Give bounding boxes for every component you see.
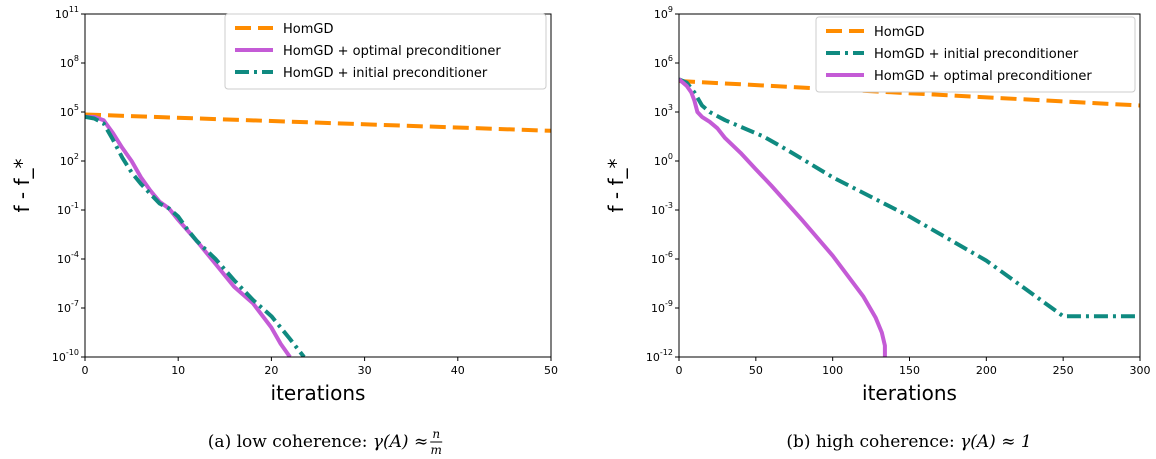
series-line-2 <box>679 77 1140 319</box>
caption-fraction-numerator: n <box>432 427 440 441</box>
series-line-3 <box>679 77 887 357</box>
x-tick-label: 150 <box>899 364 920 377</box>
y-tick-label: 105 <box>60 103 79 119</box>
x-tick-label: 300 <box>1130 364 1151 377</box>
y-tick-label: 109 <box>654 5 673 21</box>
caption-fraction-denominator: m <box>431 443 442 457</box>
legend-label: HomGD + optimal preconditioner <box>283 44 501 59</box>
series-line-1 <box>85 112 551 133</box>
y-tick-label: 10-6 <box>651 250 673 266</box>
y-tick-label: 1011 <box>55 5 79 21</box>
series-line-1 <box>679 79 1140 108</box>
x-tick-label: 10 <box>171 364 185 377</box>
legend-box <box>224 13 547 90</box>
figure-caption: (b) high coherence: γ(A) ≈ 1 <box>786 432 1031 452</box>
series-line-3 <box>85 114 306 357</box>
x-tick-label: 200 <box>976 364 997 377</box>
x-axis-label: iterations <box>271 381 366 405</box>
y-tick-label: 10-7 <box>57 299 79 315</box>
legend: HomGD HomGD + optimal preconditioner HomGD… <box>224 13 547 90</box>
legend-label: HomGD <box>283 22 333 37</box>
legend-label: HomGD + initial preconditioner <box>283 66 488 81</box>
x-tick-label: 50 <box>544 364 558 377</box>
y-axis-label: f - f_* <box>10 158 34 212</box>
legend-box <box>815 16 1136 93</box>
series-line-2 <box>85 114 292 357</box>
legend-label: HomGD <box>874 25 924 40</box>
y-tick-label: 10-4 <box>57 250 79 266</box>
y-tick-label: 10-12 <box>646 348 673 364</box>
chart-panel-2: 0 50 100 150 200 250 300 10-12 10-9 10-6 10-3 100 10… <box>604 5 1151 452</box>
x-tick-label: 40 <box>451 364 465 377</box>
x-tick-label: 50 <box>749 364 763 377</box>
y-tick-label: 106 <box>654 54 673 70</box>
x-tick-label: 100 <box>822 364 843 377</box>
figure-caption: (a) low coherence: γ(A) ≈ <box>208 432 428 452</box>
legend-label: HomGD + optimal preconditioner <box>874 69 1092 84</box>
x-tick-label: 0 <box>676 364 683 377</box>
y-tick-label: 10-1 <box>57 201 79 217</box>
y-tick-label: 10-9 <box>651 299 673 315</box>
y-tick-label: 103 <box>654 103 673 119</box>
chart-panel-1: 0 10 20 30 40 50 10-10 10-7 10-4 10-1 102 105 108 101… <box>10 5 558 457</box>
legend-label: HomGD + initial preconditioner <box>874 47 1079 62</box>
y-tick-label: 100 <box>654 152 673 168</box>
x-axis-label: iterations <box>862 381 957 405</box>
y-tick-label: 102 <box>60 152 79 168</box>
x-tick-label: 20 <box>264 364 278 377</box>
y-tick-label: 108 <box>60 54 79 70</box>
y-tick-label: 10-3 <box>651 201 673 217</box>
y-tick-label: 10-10 <box>52 348 79 364</box>
x-tick-label: 0 <box>82 364 89 377</box>
legend: HomGD HomGD + initial preconditioner HomGD… <box>815 16 1136 93</box>
x-tick-label: 250 <box>1053 364 1074 377</box>
y-axis-label: f - f_* <box>604 158 628 212</box>
x-tick-label: 30 <box>358 364 372 377</box>
